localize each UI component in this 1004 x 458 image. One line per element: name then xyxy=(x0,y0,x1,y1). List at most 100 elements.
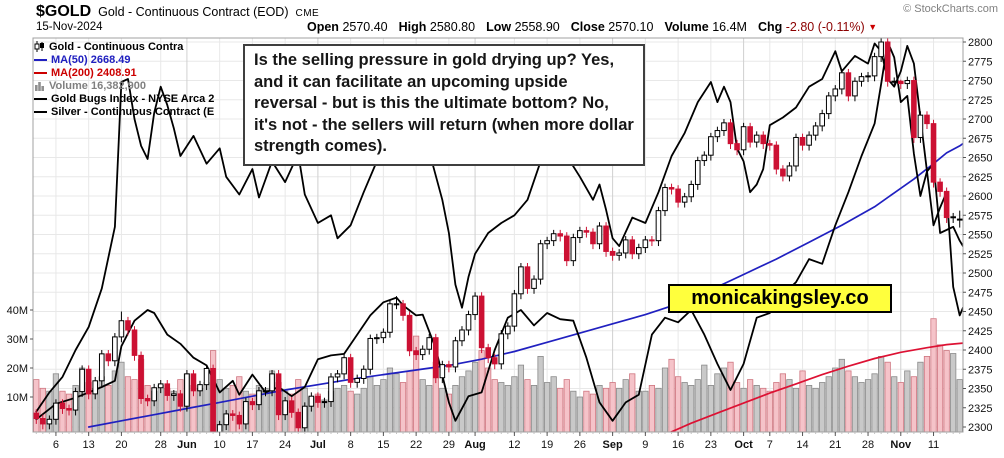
candle-body xyxy=(655,210,662,242)
legend-item-label: Silver - Continuous Contract (E xyxy=(51,105,215,118)
candle-body xyxy=(393,303,400,306)
candle-body xyxy=(491,357,498,365)
candle-body xyxy=(151,387,157,402)
volume-bar xyxy=(570,390,577,432)
volume-bar xyxy=(727,361,734,432)
volume-bar xyxy=(609,382,616,432)
volume-value: 16.4M xyxy=(712,20,747,34)
candle-body xyxy=(799,136,806,146)
candle-body xyxy=(924,114,930,125)
legend-item: Gold Bugs Index - NYSE Arca 2 xyxy=(34,92,214,105)
volume-bar xyxy=(904,370,911,432)
volume-bar xyxy=(517,364,525,432)
volume-bar xyxy=(884,361,891,432)
candle-body xyxy=(793,136,799,167)
volume-bar xyxy=(681,382,688,432)
candle-body xyxy=(164,383,171,396)
candle-body xyxy=(845,72,852,97)
volume-axis-label: 10M xyxy=(7,392,28,404)
volume-bar xyxy=(688,384,695,432)
candle-body xyxy=(498,333,505,365)
volume-bar xyxy=(406,370,413,432)
y-axis-label: 2300 xyxy=(968,422,992,434)
high-value: 2580.80 xyxy=(429,20,476,34)
candle-body xyxy=(524,266,531,289)
candle-body xyxy=(275,373,282,416)
candle-body xyxy=(616,252,622,256)
candle-body xyxy=(943,190,950,219)
candle-body xyxy=(917,114,924,138)
x-axis-label: 12 xyxy=(508,439,520,451)
volume-bar xyxy=(766,390,773,432)
candle-body xyxy=(360,368,367,379)
volume-bar xyxy=(714,373,721,432)
volume-bar xyxy=(596,384,603,432)
x-axis-label: 7 xyxy=(767,439,773,451)
volume-bar xyxy=(131,379,138,432)
y-axis-label: 2575 xyxy=(968,210,992,222)
volume-bar xyxy=(910,376,917,432)
volume-bar xyxy=(393,373,400,432)
candle-body xyxy=(413,350,419,356)
volume-bar xyxy=(864,379,872,432)
volume-bar xyxy=(871,373,878,432)
candle-body xyxy=(98,353,105,382)
candle-body xyxy=(459,329,465,342)
candle-body xyxy=(904,80,911,85)
candle-body xyxy=(46,418,53,425)
copyright-label: © StockCharts.com xyxy=(903,3,998,15)
volume-bar xyxy=(347,390,354,432)
volume-bar xyxy=(779,373,786,432)
x-axis-label: Oct xyxy=(734,439,753,451)
candle-body xyxy=(649,239,655,242)
candle-body xyxy=(786,165,793,177)
candle-body xyxy=(308,395,315,407)
volume-bar xyxy=(537,355,544,432)
candle-body xyxy=(40,418,46,425)
volume-bar xyxy=(249,393,256,432)
volume-bar xyxy=(530,384,538,432)
volume-bar xyxy=(373,384,380,432)
x-axis-label: 11 xyxy=(928,439,939,451)
candle-body xyxy=(819,113,825,127)
candle-body xyxy=(144,398,151,402)
candle-body xyxy=(354,377,360,383)
y-axis-label: 2650 xyxy=(968,153,992,165)
candle-body xyxy=(688,183,695,198)
candlesticks xyxy=(33,38,963,432)
x-axis-label: 10 xyxy=(214,439,226,451)
chg-value: -2.80 (-0.11%) xyxy=(785,20,865,34)
plot-area xyxy=(33,38,963,432)
candle-body xyxy=(400,303,406,316)
candle-body xyxy=(105,353,112,362)
volume-bar xyxy=(439,387,446,432)
x-axis-label: 28 xyxy=(155,439,167,451)
volume-bar xyxy=(832,367,839,432)
volume-bar xyxy=(511,376,518,432)
volume-bar xyxy=(340,384,348,432)
y-axis-label: 2600 xyxy=(968,191,992,203)
candle-body xyxy=(243,401,249,425)
open-value: 2570.40 xyxy=(342,20,388,34)
y-axis-label: 2775 xyxy=(968,56,992,68)
ticker-symbol: $GOLD xyxy=(36,3,92,20)
y-axis-label: 2325 xyxy=(968,403,992,415)
candle-body xyxy=(583,230,590,233)
candle-body xyxy=(131,329,138,356)
candle-body xyxy=(334,373,341,378)
volume-label: Volume xyxy=(664,20,709,34)
volume-bar xyxy=(485,367,492,432)
volume-bar xyxy=(936,344,944,432)
candle-body xyxy=(197,384,203,392)
candle-body xyxy=(236,414,243,425)
volume-bar xyxy=(471,361,479,432)
candle-body xyxy=(852,80,858,97)
candle-body xyxy=(72,391,79,411)
volume-bar xyxy=(504,384,511,432)
volume-bar xyxy=(825,376,832,432)
volume-bar xyxy=(753,384,760,432)
candle-body xyxy=(839,72,845,90)
candle-body xyxy=(622,239,629,254)
candle-body xyxy=(380,331,387,339)
candle-body xyxy=(557,233,564,237)
